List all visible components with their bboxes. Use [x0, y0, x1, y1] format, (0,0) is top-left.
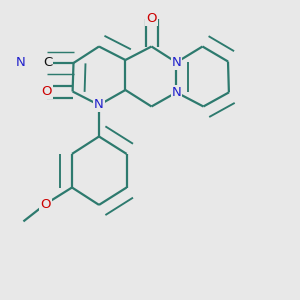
Text: N: N	[94, 98, 104, 112]
Text: O: O	[41, 85, 52, 98]
Text: C: C	[43, 56, 52, 70]
Text: N: N	[16, 56, 25, 70]
Text: N: N	[172, 86, 181, 99]
Text: N: N	[172, 56, 181, 69]
Text: O: O	[146, 12, 157, 25]
Text: O: O	[40, 197, 51, 211]
